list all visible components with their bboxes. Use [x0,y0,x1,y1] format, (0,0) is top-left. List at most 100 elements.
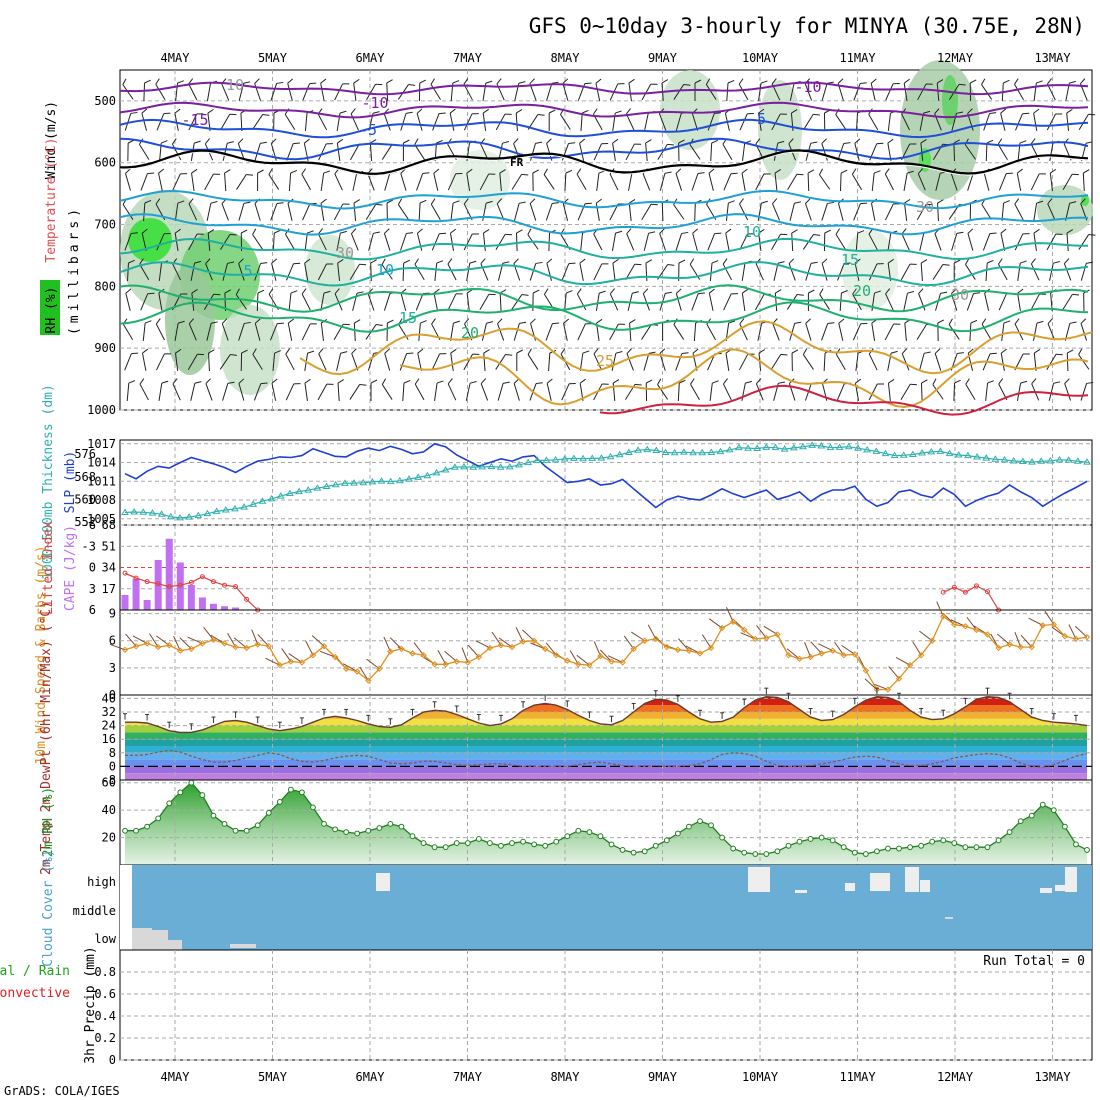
barb-flag [642,288,649,294]
barb-shaft [122,204,134,220]
wind-barb [386,199,394,222]
barb-flag [139,378,145,385]
barb-flag [532,169,540,174]
barb-flag [485,200,493,204]
thickness-marker [286,489,294,497]
barb-shaft [171,143,182,161]
bottom-date-axis: 4MAY 5MAY 6MAY 7MAY 8MAY 9MAY 10MAY 11MAY 12MAY 1… [161,1070,1072,1084]
wind-barb [450,320,460,341]
rh-marker [785,842,792,849]
barb-flag [463,78,469,85]
wind-barb [773,140,785,161]
wind-barb [127,259,135,282]
wind-barb [1083,289,1090,312]
barb-shaft [219,354,231,370]
barb-flag [450,348,457,354]
thickness-marker [936,447,945,454]
wind-barb [127,139,135,162]
wind-barb [837,262,851,281]
bottom-date-label: 5MAY [258,1070,288,1084]
barb-flag [515,109,523,114]
cape-tick: 68 [102,518,116,532]
temperature-band [125,752,1087,760]
wind10m-marker [353,668,361,675]
barb-flag [758,108,765,114]
barb-shaft [642,293,650,311]
thickness-marker [478,462,487,470]
wind-barb [774,169,781,192]
thickness-marker [341,479,349,486]
wind-barb [903,170,914,191]
barb-flag [918,288,924,294]
barb-shaft [302,203,311,221]
barb-flag [1055,353,1063,356]
barb-flag [981,78,986,85]
wind10m-marker [1083,633,1091,641]
wind-barb [516,349,524,371]
barb-shaft [916,324,927,340]
wind-barb [885,203,901,221]
barb-shaft [529,263,537,281]
wind10m-marker [1017,643,1024,651]
wind10m-marker [862,667,870,674]
rh-marker [310,804,316,811]
barb-flag [877,383,884,385]
wind-barb [807,169,815,192]
rh-marker [486,840,493,846]
lifted-index-marker [951,584,957,590]
barb-flag [144,199,152,204]
wind-barb [219,354,237,370]
barb-shaft [738,353,749,371]
barb-flag [351,228,357,234]
barb-flag [596,318,603,324]
wind-barb [286,142,300,161]
contour-label: 15 [399,309,417,327]
thickness-marker [185,513,194,520]
barb-flag [807,169,815,174]
barb-flag [1066,109,1073,114]
barb-shaft [593,353,603,371]
wind-barb [480,258,489,281]
rh-blob [660,70,720,150]
barb-shaft [936,82,940,102]
temperature-band [125,746,1087,753]
barb-shaft [304,263,309,281]
barb-shaft [203,294,215,310]
contour-label: 20 [853,282,871,300]
barb-shaft [336,353,342,371]
rh-marker [210,812,217,819]
wind10m-marker [741,626,748,634]
wind-barb [903,78,910,101]
wind-barb [1031,378,1040,401]
barb-shaft [576,293,587,311]
wind10m-marker [619,659,626,666]
wind-barb [188,198,198,221]
barb-flag [595,78,602,84]
barb-flag [579,378,586,384]
barb-flag [679,379,686,384]
wind10m-marker [951,621,958,628]
barb-flag [194,260,202,264]
barb-flag [956,111,964,114]
lifted-index-marker [177,582,183,588]
barb-shaft [723,173,732,191]
wind-barb [513,321,527,341]
barb-shaft [224,172,227,192]
wind-barb [920,379,928,402]
barb-flag [241,229,248,234]
wind-barb [287,78,294,101]
wind-barb [414,258,425,280]
barb-flag [648,351,656,354]
barb-shaft [609,323,619,341]
wind-barb [937,319,945,342]
barb-shaft [967,233,974,251]
wind10m-marker [541,645,549,653]
wind10m-barb [997,633,1010,645]
thickness-marker [854,444,862,451]
barb-shaft [673,204,685,220]
barb-flag [1033,108,1040,114]
rh-marker [652,842,659,849]
barb-flag [436,380,444,384]
barb-flag [387,319,394,324]
